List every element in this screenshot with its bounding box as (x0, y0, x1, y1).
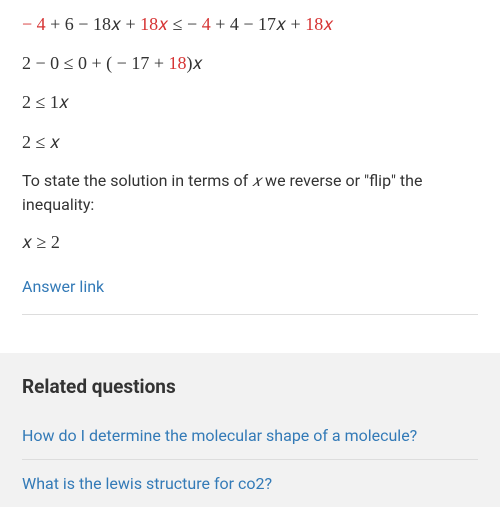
answer-link[interactable]: Answer link (22, 269, 478, 314)
desc-variable: 𝑥 (252, 173, 261, 190)
math-final-answer: 𝑥 ≥ 2 (22, 230, 478, 255)
section-divider (22, 314, 478, 315)
solution-steps: − 4 + 6 − 18𝑥 + 18𝑥 ≤ − 4 + 4 − 17𝑥 + 18… (0, 0, 500, 314)
flip-description: To state the solution in terms of 𝑥 we r… (22, 169, 478, 216)
related-questions-section: Related questions How do I determine the… (0, 353, 500, 507)
math-step-2: 2 − 0 ≤ 0 + ( − 17 + 18)𝑥 (22, 51, 478, 76)
related-title: Related questions (22, 375, 478, 398)
math-step-1: − 4 + 6 − 18𝑥 + 18𝑥 ≤ − 4 + 4 − 17𝑥 + 18… (22, 12, 478, 37)
related-question-link[interactable]: How do I determine the molecular shape o… (22, 412, 478, 460)
math-step-3: 2 ≤ 1𝑥 (22, 90, 478, 115)
desc-text-before: To state the solution in terms of (22, 171, 252, 190)
math-step-4: 2 ≤ 𝑥 (22, 130, 478, 155)
